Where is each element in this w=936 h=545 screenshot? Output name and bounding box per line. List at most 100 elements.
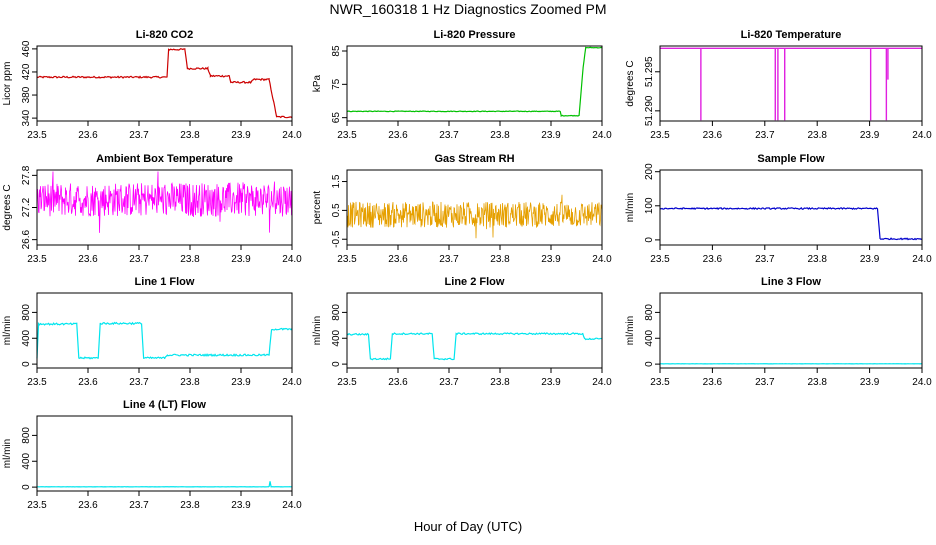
y-tick-label: 26.6 xyxy=(21,229,32,249)
y-tick-label: 75 xyxy=(331,78,342,90)
x-tick-label: 23.5 xyxy=(650,377,670,388)
x-tick-label: 23.6 xyxy=(78,377,98,388)
y-tick-label: 0 xyxy=(331,361,342,367)
x-tick-label: 23.8 xyxy=(180,254,200,265)
y-tick-label: 800 xyxy=(644,304,655,321)
series-line-co2 xyxy=(37,49,292,118)
series-line-temp820 xyxy=(660,48,922,120)
x-tick-label: 23.5 xyxy=(650,254,670,265)
panel-title: Li-820 Pressure xyxy=(434,29,516,41)
panel-title: Li-820 CO2 xyxy=(136,29,193,41)
y-tick-label: 85 xyxy=(331,45,342,57)
panel-title: Line 4 (LT) Flow xyxy=(123,399,206,411)
x-tick-label: 23.5 xyxy=(27,130,47,141)
y-tick-label: 420 xyxy=(21,63,32,80)
x-tick-label: 23.6 xyxy=(388,377,408,388)
x-tick-label: 23.5 xyxy=(337,254,357,265)
y-tick-label: 0.5 xyxy=(331,203,342,217)
x-tick-label: 23.7 xyxy=(129,254,149,265)
panel-ylabel: percent xyxy=(312,191,323,225)
x-tick-label: 23.8 xyxy=(180,377,200,388)
x-tick-label: 23.7 xyxy=(755,130,775,141)
x-tick-label: 23.9 xyxy=(541,254,561,265)
x-tick-label: 23.8 xyxy=(490,254,510,265)
x-tick-label: 24.0 xyxy=(282,254,302,265)
x-tick-label: 23.9 xyxy=(860,377,880,388)
y-tick-label: 400 xyxy=(21,452,32,469)
x-tick-label: 24.0 xyxy=(912,254,932,265)
panel-ylabel: degrees C xyxy=(2,184,13,230)
y-tick-label: 27.2 xyxy=(21,197,32,217)
y-tick-label: 800 xyxy=(21,427,32,444)
y-tick-label: 0 xyxy=(644,361,655,367)
y-tick-label: 400 xyxy=(331,329,342,346)
x-tick-label: 24.0 xyxy=(912,130,932,141)
x-tick-label: 23.9 xyxy=(231,254,251,265)
plot-frame xyxy=(660,46,922,121)
panel-ylabel: ml/min xyxy=(625,316,636,345)
x-tick-label: 24.0 xyxy=(282,130,302,141)
x-tick-label: 23.6 xyxy=(78,130,98,141)
series-line-boxtemp xyxy=(37,172,292,233)
x-tick-label: 23.7 xyxy=(129,377,149,388)
x-tick-label: 23.8 xyxy=(807,254,827,265)
x-tick-label: 24.0 xyxy=(282,500,302,511)
plot-frame xyxy=(347,293,602,368)
y-tick-label: 0 xyxy=(21,484,32,490)
y-tick-label: 200 xyxy=(644,163,655,180)
x-tick-label: 23.5 xyxy=(27,377,47,388)
x-tick-label: 23.6 xyxy=(78,500,98,511)
x-tick-label: 23.7 xyxy=(129,500,149,511)
x-tick-label: 23.7 xyxy=(755,377,775,388)
series-line-pressure xyxy=(347,47,602,116)
series-line-line1 xyxy=(37,323,292,359)
y-tick-label: 0 xyxy=(644,237,655,243)
x-tick-label: 23.7 xyxy=(439,130,459,141)
x-tick-label: 23.6 xyxy=(388,130,408,141)
x-tick-label: 23.8 xyxy=(490,377,510,388)
x-tick-label: 23.8 xyxy=(180,500,200,511)
x-tick-label: 23.5 xyxy=(337,130,357,141)
x-tick-label: 23.9 xyxy=(860,130,880,141)
panel-ylabel: kPa xyxy=(312,74,323,92)
y-tick-label: 27.8 xyxy=(21,165,32,185)
x-tick-label: 23.6 xyxy=(703,377,723,388)
x-tick-label: 24.0 xyxy=(282,377,302,388)
panel-ylabel: ml/min xyxy=(2,316,13,345)
y-tick-label: 0 xyxy=(21,361,32,367)
y-tick-label: 100 xyxy=(644,197,655,214)
series-line-rh xyxy=(347,195,602,238)
x-tick-label: 23.9 xyxy=(541,130,561,141)
series-line-line4 xyxy=(37,481,292,487)
x-tick-label: 23.8 xyxy=(807,377,827,388)
plot-frame xyxy=(37,46,292,121)
x-tick-label: 23.7 xyxy=(755,254,775,265)
x-tick-label: 23.6 xyxy=(703,130,723,141)
plot-frame xyxy=(660,293,922,368)
figure-xlabel: Hour of Day (UTC) xyxy=(414,519,522,534)
x-tick-label: 23.5 xyxy=(650,130,670,141)
x-tick-label: 23.7 xyxy=(439,377,459,388)
panel-ylabel: ml/min xyxy=(2,439,13,468)
x-tick-label: 23.8 xyxy=(807,130,827,141)
panel-title: Line 3 Flow xyxy=(761,276,821,288)
x-tick-label: 23.5 xyxy=(27,254,47,265)
panel-ylabel: ml/min xyxy=(625,193,636,222)
y-tick-label: -0.5 xyxy=(331,230,342,248)
panel-title: Sample Flow xyxy=(757,153,825,165)
x-tick-label: 23.7 xyxy=(439,254,459,265)
x-tick-label: 23.6 xyxy=(703,254,723,265)
plot-frame xyxy=(37,416,292,491)
